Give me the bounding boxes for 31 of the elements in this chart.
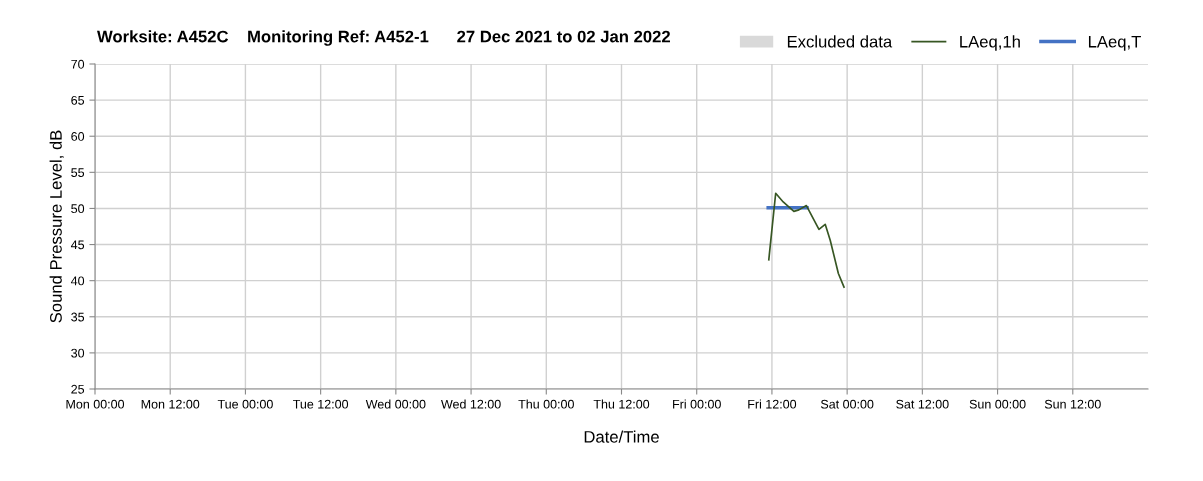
- y-axis-title: Sound Pressure Level, dB: [49, 130, 64, 323]
- y-tick-label: 30: [71, 348, 85, 358]
- x-tick-label: Mon 00:00: [66, 399, 125, 409]
- x-tick-label: Sun 00:00: [969, 399, 1026, 409]
- x-tick-label: Tue 00:00: [217, 399, 273, 409]
- x-tick-label: Sun 12:00: [1044, 399, 1101, 409]
- x-tick-label: Sat 00:00: [820, 399, 874, 409]
- legend-label: LAeq,1h: [960, 35, 1020, 51]
- y-tick-label: 25: [71, 384, 85, 394]
- x-tick-label: Wed 00:00: [365, 399, 426, 409]
- x-tick-label: Fri 00:00: [673, 399, 721, 409]
- x-tick-label: Fri 12:00: [748, 399, 797, 409]
- y-tick-label: 40: [70, 276, 85, 286]
- y-tick-label: 45: [70, 240, 85, 250]
- legend-label: Excluded data: [787, 35, 893, 48]
- y-tick-label: 55: [71, 168, 85, 177]
- y-tick-label: 65: [71, 95, 85, 105]
- x-tick-label: Thu 12:00: [593, 399, 650, 409]
- y-tick-label: 70: [71, 59, 85, 69]
- line-series: [767, 192, 845, 289]
- x-tick-label: Thu 00:00: [518, 399, 574, 409]
- x-axis-title: Date/Time: [584, 430, 659, 443]
- y-tick-label: 60: [71, 132, 85, 141]
- x-tick-label: Tue 12:00: [293, 399, 349, 409]
- x-tick-label: Sat 12:00: [896, 399, 949, 409]
- chart-title: Worksite: A452C Monitoring Ref: A452-1 27 Dec 2021 to 02 Jan 2022: [97, 30, 670, 46]
- legend-label: LAeq,T: [1088, 35, 1141, 51]
- x-tick-label: Wed 12:00: [441, 399, 501, 409]
- y-tick-label: 35: [71, 312, 85, 322]
- y-tick-label: 50: [71, 204, 85, 214]
- x-tick-label: Mon 12:00: [141, 399, 200, 409]
